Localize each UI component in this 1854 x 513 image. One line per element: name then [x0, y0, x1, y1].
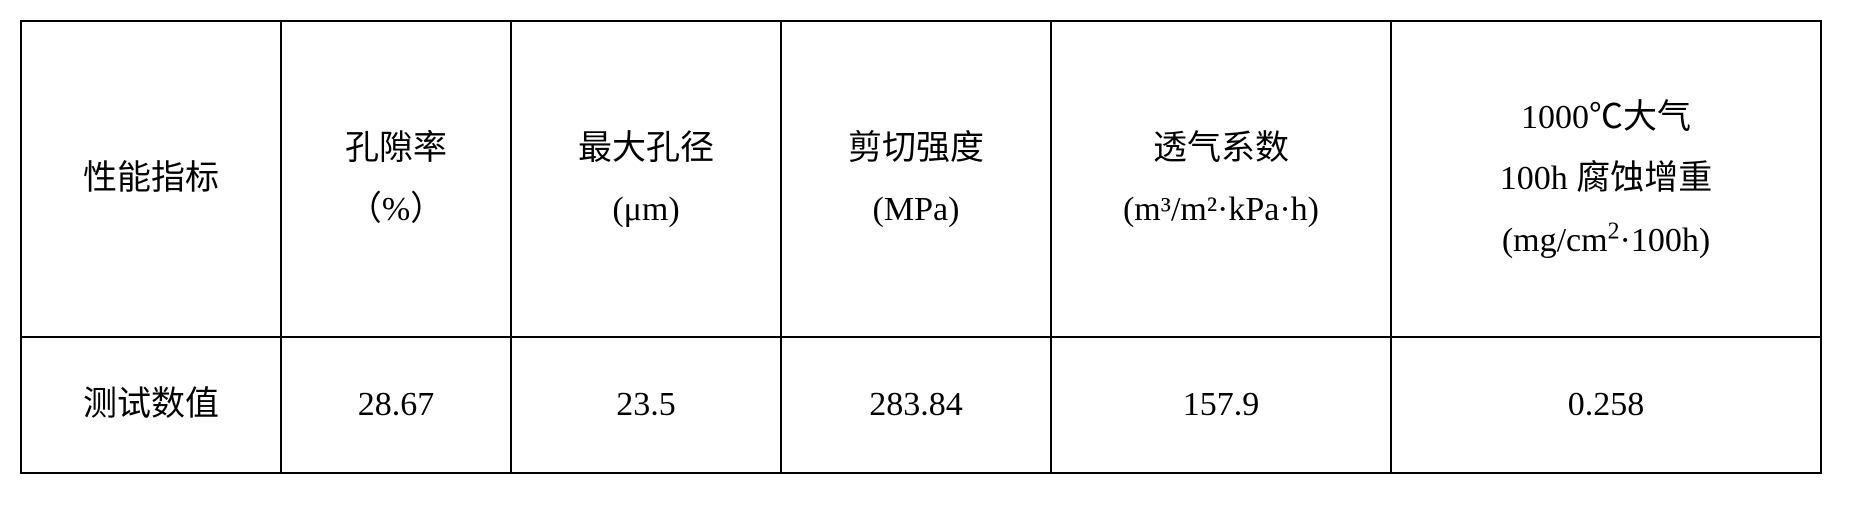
data-cell: 28.67 [281, 337, 511, 473]
table-data-row: 测试数值 28.67 23.5 283.84 157.9 0.258 [21, 337, 1821, 473]
header-title: 孔隙率 [345, 130, 447, 167]
data-row-label: 测试数值 [21, 337, 281, 473]
header-title: 透气系数 [1153, 130, 1289, 167]
header-unit: （%） [348, 191, 444, 228]
data-cell: 0.258 [1391, 337, 1821, 473]
header-title: 剪切强度 [848, 130, 984, 167]
header-title-line1: 1000℃大气 [1521, 99, 1691, 136]
header-cell-porosity: 孔隙率 （%） [281, 21, 511, 337]
header-unit: (MPa) [873, 191, 960, 228]
header-unit: (μm) [612, 191, 679, 228]
data-cell: 283.84 [781, 337, 1051, 473]
header-cell-max-pore: 最大孔径 (μm) [511, 21, 781, 337]
header-title-line2: 100h 腐蚀增重 [1500, 160, 1713, 197]
data-cell: 157.9 [1051, 337, 1391, 473]
table-header-row: 性能指标 孔隙率 （%） 最大孔径 (μm) 剪切强度 (MPa) 透气系数 (… [21, 21, 1821, 337]
data-cell: 23.5 [511, 337, 781, 473]
header-unit: (m³/m²·kPa·h) [1123, 191, 1319, 228]
header-title: 最大孔径 [578, 130, 714, 167]
header-cell-shear: 剪切强度 (MPa) [781, 21, 1051, 337]
properties-table: 性能指标 孔隙率 （%） 最大孔径 (μm) 剪切强度 (MPa) 透气系数 (… [20, 20, 1822, 474]
header-row-label: 性能指标 [21, 21, 281, 337]
header-cell-permeability: 透气系数 (m³/m²·kPa·h) [1051, 21, 1391, 337]
header-unit: (mg/cm2·100h) [1502, 222, 1710, 259]
header-cell-corrosion: 1000℃大气 100h 腐蚀增重 (mg/cm2·100h) [1391, 21, 1821, 337]
